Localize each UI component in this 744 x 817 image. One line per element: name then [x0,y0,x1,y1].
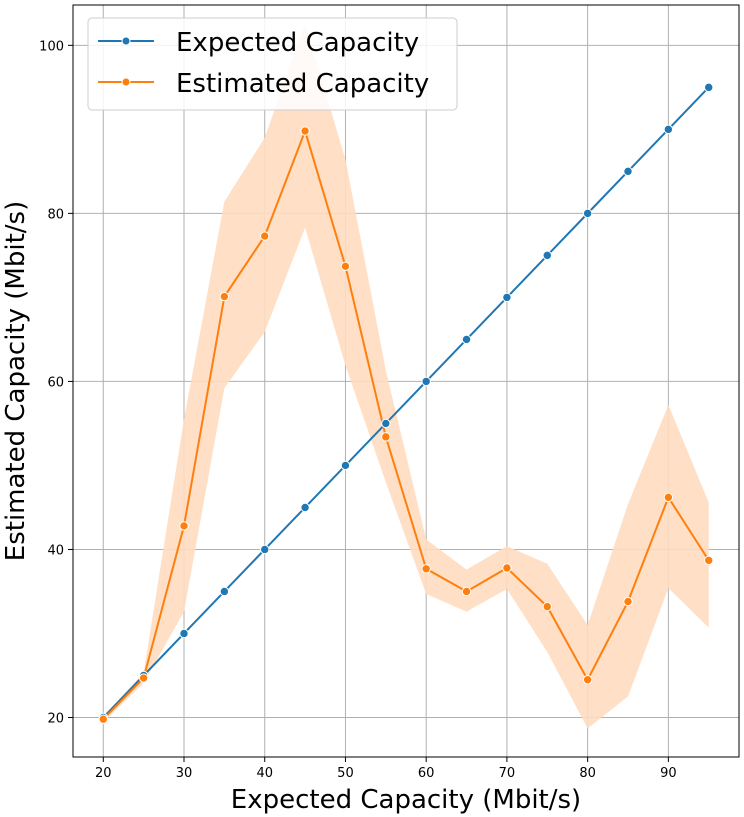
y-tick-label-40: 40 [47,543,64,558]
estimated-capacity-point-30 [179,521,189,531]
expected-capacity-point-35 [219,586,230,597]
x-tick-label-60: 60 [418,766,435,781]
x-tick-label-70: 70 [499,766,516,781]
y-axis-ticks: 20 40 60 80 100 [39,39,73,727]
expected-capacity-point-90 [663,124,674,135]
expected-capacity-point-65 [461,334,472,345]
expected-capacity-point-70 [502,292,512,303]
expected-capacity-point-85 [623,166,633,177]
estimated-capacity-point-80 [582,674,593,685]
estimated-capacity-point-55 [381,432,391,442]
x-tick-label-90: 90 [660,766,677,781]
estimated-capacity-point-90 [663,492,674,503]
estimated-capacity-point-50 [340,261,351,272]
y-tick-label-100: 100 [39,39,64,54]
x-tick-label-30: 30 [176,766,193,781]
estimated-capacity-point-25 [138,673,149,683]
expected-capacity-point-95 [704,82,714,93]
legend-box [87,17,458,111]
y-tick-label-20: 20 [47,712,64,727]
legend-marker-estimated [121,77,131,87]
expected-capacity-point-40 [260,544,270,555]
legend: Expected Capacity Estimated Capacity [87,17,458,111]
expected-capacity-point-45 [300,502,310,513]
expected-capacity-point-50 [340,460,351,471]
estimated-capacity-point-40 [260,231,270,241]
x-tick-label-50: 50 [337,766,354,781]
y-tick-label-60: 60 [47,375,64,390]
series-lines-layer [102,86,710,720]
estimated-capacity-point-35 [219,291,230,302]
expected-capacity-point-60 [421,376,431,387]
confidence-band-layer [103,23,709,729]
estimated-capacity-line [102,127,710,720]
estimated-capacity-point-95 [704,555,714,566]
legend-label-expected: Expected Capacity [176,28,419,58]
x-tick-label-20: 20 [95,766,112,781]
y-axis-title: Estimated Capacity (Mbit/s) [1,201,31,561]
y-tick-label-80: 80 [47,207,64,222]
legend-marker-expected [121,36,131,46]
x-tick-label-80: 80 [579,766,596,781]
estimated-capacity-confidence-band [103,23,709,729]
expected-capacity-line [102,86,710,719]
estimated-capacity-point-45 [300,126,310,136]
legend-label-estimated: Estimated Capacity [176,69,429,99]
expected-capacity-point-55 [381,418,391,429]
series-points-layer [98,82,714,724]
x-axis-title: Expected Capacity (Mbit/s) [231,785,581,815]
estimated-capacity-point-85 [623,596,633,607]
estimated-capacity-point-75 [542,601,552,612]
x-axis-ticks: 20 30 40 50 60 70 80 90 [95,757,677,781]
estimated-capacity-point-60 [421,564,431,574]
x-tick-label-40: 40 [256,766,273,781]
expected-capacity-point-30 [179,628,189,639]
expected-capacity-point-75 [542,250,552,261]
estimated-capacity-point-20 [98,714,108,724]
expected-capacity-point-80 [582,208,593,219]
estimated-capacity-point-70 [502,563,512,573]
estimated-capacity-point-65 [461,586,472,597]
